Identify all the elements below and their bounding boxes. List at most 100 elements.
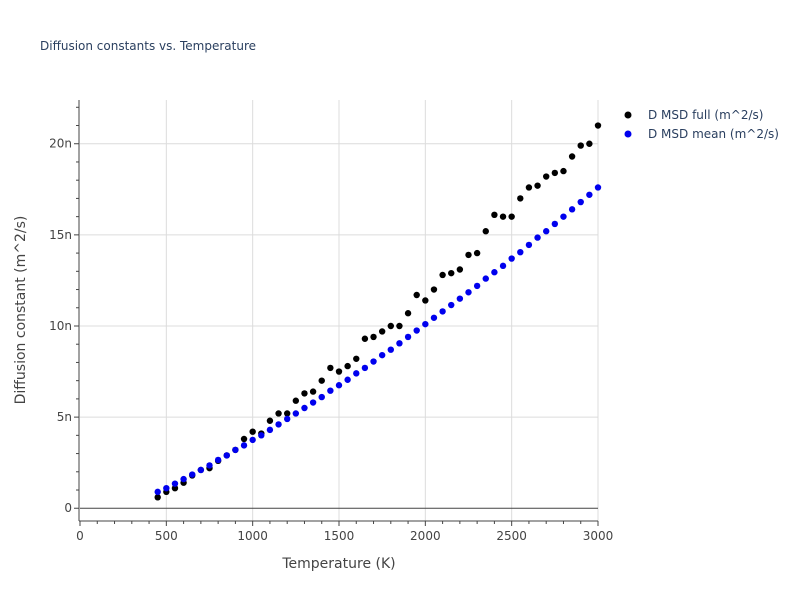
- data-point: [171, 480, 179, 487]
- data-point: [335, 368, 343, 375]
- data-point: [456, 266, 464, 273]
- data-point: [309, 388, 317, 395]
- x-tick-label: 1500: [324, 529, 355, 543]
- data-point: [473, 249, 481, 257]
- data-point: [456, 295, 464, 302]
- chart-title: Diffusion constants vs. Temperature: [40, 39, 256, 53]
- data-point: [284, 410, 291, 417]
- data-point: [344, 376, 351, 383]
- data-point: [258, 432, 265, 439]
- data-point: [404, 333, 412, 341]
- data-point: [482, 275, 489, 282]
- data-point: [448, 301, 455, 309]
- series-mean: [154, 184, 602, 496]
- data-point: [465, 251, 472, 259]
- data-point: [543, 173, 550, 180]
- data-point: [517, 248, 524, 256]
- data-point: [361, 364, 369, 372]
- data-point: [422, 297, 429, 304]
- data-point: [422, 320, 429, 328]
- data-point: [430, 286, 438, 293]
- y-tick-label: 20n: [49, 137, 72, 151]
- data-point: [266, 417, 274, 424]
- data-point: [163, 484, 170, 492]
- data-point: [189, 471, 196, 478]
- x-tick-label: 1000: [237, 529, 268, 543]
- data-point: [275, 421, 282, 428]
- legend-label-full: D MSD full (m^2/s): [648, 108, 763, 122]
- x-tick-label: 3000: [583, 529, 614, 543]
- data-point: [378, 351, 386, 359]
- data-point: [525, 184, 533, 191]
- y-tick-label: 15n: [49, 228, 72, 242]
- data-point: [171, 484, 179, 492]
- data-point: [404, 310, 412, 317]
- data-point: [378, 328, 386, 335]
- data-point: [517, 195, 524, 202]
- data-point: [491, 211, 498, 219]
- data-point: [568, 153, 576, 160]
- y-tick-label: 10n: [49, 319, 72, 333]
- data-point: [370, 358, 377, 365]
- x-tick-label: 0: [76, 529, 84, 543]
- data-point: [154, 488, 161, 496]
- legend-marker-full: [624, 111, 632, 119]
- data-point: [577, 198, 584, 206]
- data-point: [353, 355, 360, 362]
- data-point: [327, 387, 334, 394]
- legend-item-mean[interactable]: D MSD mean (m^2/s): [624, 127, 779, 141]
- data-point: [361, 335, 369, 342]
- data-point: [439, 308, 446, 315]
- data-point: [465, 289, 472, 296]
- data-point: [197, 466, 205, 474]
- data-point: [292, 397, 300, 404]
- data-point: [309, 399, 317, 406]
- x-tick-label: 2500: [496, 529, 527, 543]
- data-point: [318, 393, 325, 401]
- data-point: [560, 167, 567, 175]
- legend[interactable]: D MSD full (m^2/s) D MSD mean (m^2/s): [624, 108, 779, 141]
- data-point: [266, 426, 274, 434]
- data-point: [508, 213, 515, 220]
- data-points: [154, 122, 602, 501]
- data-point: [214, 456, 222, 464]
- data-point: [413, 291, 420, 299]
- x-tick-label: 2000: [410, 529, 441, 543]
- legend-marker-mean: [624, 130, 632, 138]
- data-point: [396, 340, 403, 347]
- data-point: [551, 169, 559, 177]
- legend-label-mean: D MSD mean (m^2/s): [648, 127, 779, 141]
- data-point: [180, 475, 187, 483]
- data-point: [577, 142, 584, 149]
- data-point: [292, 410, 300, 417]
- data-point: [387, 322, 394, 330]
- data-point: [448, 269, 455, 277]
- data-point: [525, 241, 533, 249]
- y-tick-label: 5n: [57, 410, 72, 424]
- data-point: [301, 404, 308, 412]
- data-point: [482, 228, 489, 235]
- legend-item-full[interactable]: D MSD full (m^2/s): [624, 108, 764, 122]
- data-point: [508, 255, 515, 262]
- data-point: [249, 428, 256, 435]
- data-point: [491, 269, 498, 276]
- data-point: [232, 446, 239, 454]
- axes: 0 500 1000 1500 2000 2500 3000 0 5n 10n 15n 20n: [49, 100, 613, 543]
- data-point: [327, 364, 334, 372]
- data-point: [240, 435, 248, 443]
- data-point: [240, 442, 248, 449]
- data-point: [370, 333, 377, 341]
- data-point: [301, 390, 308, 397]
- y-tick-label: 0: [64, 501, 72, 515]
- data-point: [430, 314, 438, 321]
- data-point: [560, 213, 567, 220]
- data-point: [396, 322, 403, 330]
- data-point: [206, 462, 213, 469]
- data-point: [413, 327, 420, 334]
- data-point: [499, 213, 507, 220]
- data-point: [543, 228, 550, 235]
- data-point: [344, 362, 351, 370]
- data-point: [551, 220, 559, 228]
- data-point: [249, 436, 256, 444]
